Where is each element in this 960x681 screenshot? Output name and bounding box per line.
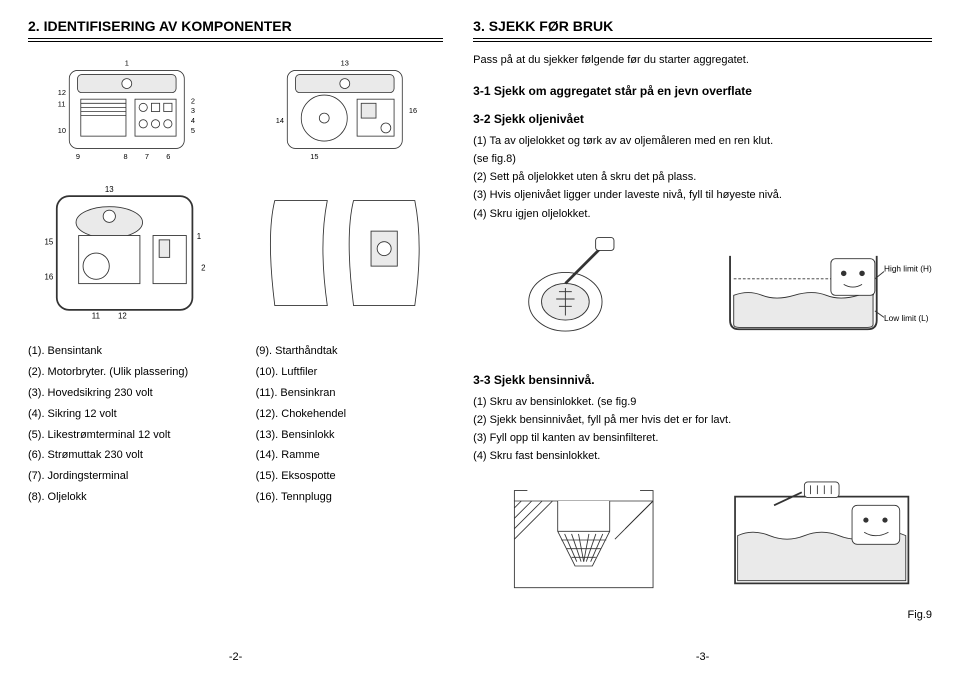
diagram-row-1: 1 2 3 4 5 6 7 8 9 10 11 12 bbox=[28, 54, 443, 169]
oil-dipstick-diagram bbox=[473, 233, 694, 343]
legend-item: (8). Oljelokk bbox=[28, 487, 216, 508]
divider bbox=[473, 38, 932, 42]
legend-col-right: (9). Starthåndtak (10). Luftfiler (11). … bbox=[256, 341, 444, 508]
component-legend: (1). Bensintank (2). Motorbryter. (Ulik … bbox=[28, 341, 443, 508]
svg-text:2: 2 bbox=[201, 264, 205, 273]
steps-3-3: (1) Skru av bensinlokket. (se fig.9 (2) … bbox=[473, 393, 932, 466]
num-15: 15 bbox=[310, 152, 318, 161]
subhead-3-1: 3-1 Sjekk om aggregatet står på en jevn … bbox=[473, 84, 932, 98]
step: (2) Sjekk bensinnivået, fyll på mer hvis… bbox=[473, 411, 932, 429]
subhead-3-2: 3-2 Sjekk oljenivået bbox=[473, 112, 932, 126]
left-column: 2. IDENTIFISERING AV KOMPONENTER bbox=[28, 18, 443, 663]
legend-item: (5). Likestrømterminal 12 volt bbox=[28, 425, 216, 446]
num-2: 2 bbox=[191, 96, 195, 105]
diagram-row-2: 13 1 2 15 16 12 11 bbox=[28, 183, 443, 323]
legend-item: (13). Bensinlokk bbox=[256, 425, 444, 446]
oil-high-label: High limit (H) bbox=[884, 264, 932, 273]
fuel-face-diagram bbox=[711, 475, 932, 605]
svg-text:13: 13 bbox=[105, 185, 114, 194]
section-title-3: 3. SJEKK FØR BRUK bbox=[473, 18, 932, 34]
legend-item: (12). Chokehendel bbox=[256, 404, 444, 425]
right-column: 3. SJEKK FØR BRUK Pass på at du sjekker … bbox=[473, 18, 932, 663]
num-5: 5 bbox=[191, 126, 195, 135]
fuel-tank-diagram bbox=[473, 475, 694, 605]
svg-text:11: 11 bbox=[92, 312, 100, 321]
oil-level-diagram: High limit (H) Low limit (L) bbox=[711, 233, 932, 343]
legend-item: (4). Sikring 12 volt bbox=[28, 404, 216, 425]
num-1: 1 bbox=[125, 59, 129, 68]
legend-item: (14). Ramme bbox=[256, 445, 444, 466]
legend-item: (16). Tennplugg bbox=[256, 487, 444, 508]
step: (2) Sett på oljelokket uten å skru det p… bbox=[473, 168, 932, 186]
svg-text:1: 1 bbox=[197, 232, 201, 241]
legend-item: (7). Jordingsterminal bbox=[28, 466, 216, 487]
num-11: 11 bbox=[58, 100, 66, 109]
page-number-left: -2- bbox=[28, 651, 443, 663]
svg-text:16: 16 bbox=[45, 272, 54, 281]
section-title-2: 2. IDENTIFISERING AV KOMPONENTER bbox=[28, 18, 443, 34]
divider bbox=[28, 38, 443, 42]
legend-item: (3). Hovedsikring 230 volt bbox=[28, 383, 216, 404]
num-10: 10 bbox=[58, 126, 66, 135]
fig-caption: Fig.9 bbox=[473, 609, 932, 621]
step: (3) Hvis oljenivået ligger under laveste… bbox=[473, 186, 932, 204]
num-7: 7 bbox=[145, 152, 149, 161]
num-4: 4 bbox=[191, 116, 195, 125]
legend-item: (15). Eksospotte bbox=[256, 466, 444, 487]
num-16: 16 bbox=[408, 106, 416, 115]
step: (4) Skru fast bensinlokket. bbox=[473, 447, 932, 465]
num-3: 3 bbox=[191, 106, 195, 115]
num-13: 13 bbox=[340, 59, 348, 68]
oil-low-label: Low limit (L) bbox=[884, 314, 929, 323]
num-6: 6 bbox=[166, 152, 170, 161]
page-number-right: -3- bbox=[473, 651, 932, 663]
generator-open-diagram: 13 1 2 15 16 12 11 bbox=[28, 183, 226, 323]
step: (3) Fyll opp til kanten av bensinfiltere… bbox=[473, 429, 932, 447]
generator-front-diagram: 1 2 3 4 5 6 7 8 9 10 11 12 bbox=[28, 54, 226, 169]
legend-item: (10). Luftfiler bbox=[256, 362, 444, 383]
cover-open-diagram bbox=[246, 183, 444, 323]
step: (se fig.8) bbox=[473, 150, 932, 168]
subhead-3-3: 3-3 Sjekk bensinnivå. bbox=[473, 373, 932, 387]
legend-item: (2). Motorbryter. (Ulik plassering) bbox=[28, 362, 216, 383]
step: (4) Skru igjen oljelokket. bbox=[473, 205, 932, 223]
intro-text: Pass på at du sjekker følgende før du st… bbox=[473, 54, 932, 66]
num-9: 9 bbox=[76, 152, 80, 161]
generator-back-diagram: 13 16 14 15 bbox=[246, 54, 444, 169]
legend-col-left: (1). Bensintank (2). Motorbryter. (Ulik … bbox=[28, 341, 216, 508]
steps-3-2: (1) Ta av oljelokket og tørk av av oljem… bbox=[473, 132, 932, 223]
fuel-diagram-row bbox=[473, 475, 932, 605]
svg-text:15: 15 bbox=[45, 237, 54, 246]
svg-text:12: 12 bbox=[118, 312, 127, 321]
num-14: 14 bbox=[275, 116, 283, 125]
num-8: 8 bbox=[124, 152, 128, 161]
num-12: 12 bbox=[58, 88, 66, 97]
legend-item: (1). Bensintank bbox=[28, 341, 216, 362]
oil-diagram-row: High limit (H) Low limit (L) bbox=[473, 233, 932, 343]
step: (1) Skru av bensinlokket. (se fig.9 bbox=[473, 393, 932, 411]
legend-item: (11). Bensinkran bbox=[256, 383, 444, 404]
legend-item: (6). Strømuttak 230 volt bbox=[28, 445, 216, 466]
legend-item: (9). Starthåndtak bbox=[256, 341, 444, 362]
step: (1) Ta av oljelokket og tørk av av oljem… bbox=[473, 132, 932, 150]
